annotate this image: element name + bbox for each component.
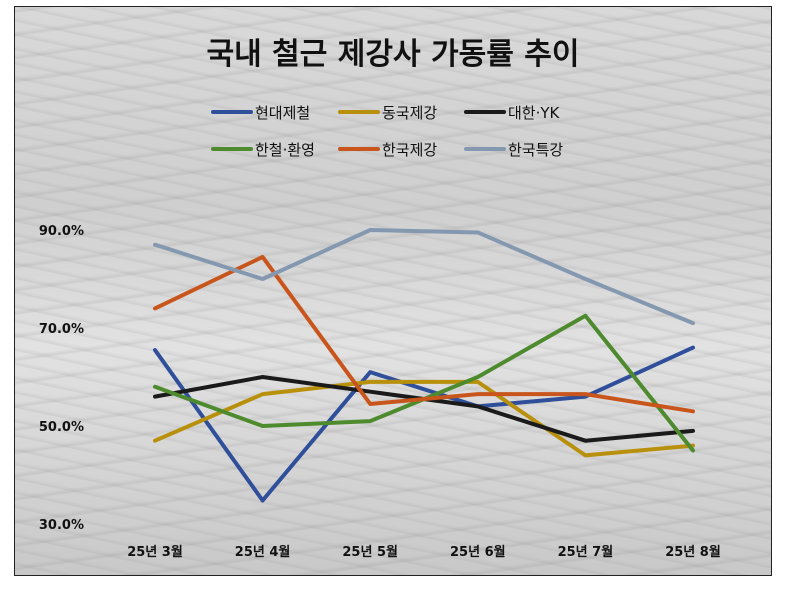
legend-item-5: 한국제강 xyxy=(338,141,437,159)
chart-title: 국내 철근 제강사 가동률 추이 xyxy=(207,37,580,72)
y-tick-label: 30.0% xyxy=(39,518,84,533)
legend-label: 동국제강 xyxy=(382,104,437,122)
series-line-3 xyxy=(153,375,695,443)
series-lines xyxy=(153,228,695,503)
x-tick-label: 25년 8월 xyxy=(665,544,721,560)
legend-label: 한국제강 xyxy=(382,141,437,159)
series-line-2 xyxy=(153,379,695,458)
legend-item-3: 대한·YK xyxy=(464,104,561,122)
y-axis: 90.0% 70.0% 50.0% 30.0% xyxy=(39,224,84,533)
legend: 현대제철 동국제강 대한·YK 한철·환영 한국제강 한국특강 xyxy=(211,104,563,159)
legend-item-6: 한국특강 xyxy=(464,141,563,159)
series-line-5 xyxy=(153,254,695,414)
y-tick-label: 90.0% xyxy=(39,224,84,239)
x-tick-label: 25년 3월 xyxy=(127,544,183,560)
series-line-6 xyxy=(153,228,695,326)
series-line-1 xyxy=(153,345,695,503)
legend-label: 대한·YK xyxy=(508,104,561,122)
y-tick-label: 50.0% xyxy=(39,420,84,435)
x-axis: 25년 3월 25년 4월 25년 5월 25년 6월 25년 7월 25년 8월 xyxy=(127,544,721,560)
legend-label: 한철·환영 xyxy=(255,141,315,159)
legend-item-4: 한철·환영 xyxy=(211,141,315,159)
x-tick-label: 25년 7월 xyxy=(558,544,614,560)
x-tick-label: 25년 4월 xyxy=(235,544,291,560)
chart-frame xyxy=(14,6,772,576)
x-tick-label: 25년 6월 xyxy=(450,544,506,560)
x-tick-label: 25년 5월 xyxy=(342,544,398,560)
legend-item-1: 현대제철 xyxy=(211,104,310,122)
legend-label: 현대제철 xyxy=(255,104,310,122)
y-tick-label: 70.0% xyxy=(39,322,84,337)
legend-item-2: 동국제강 xyxy=(338,104,437,122)
legend-label: 한국특강 xyxy=(508,141,563,159)
